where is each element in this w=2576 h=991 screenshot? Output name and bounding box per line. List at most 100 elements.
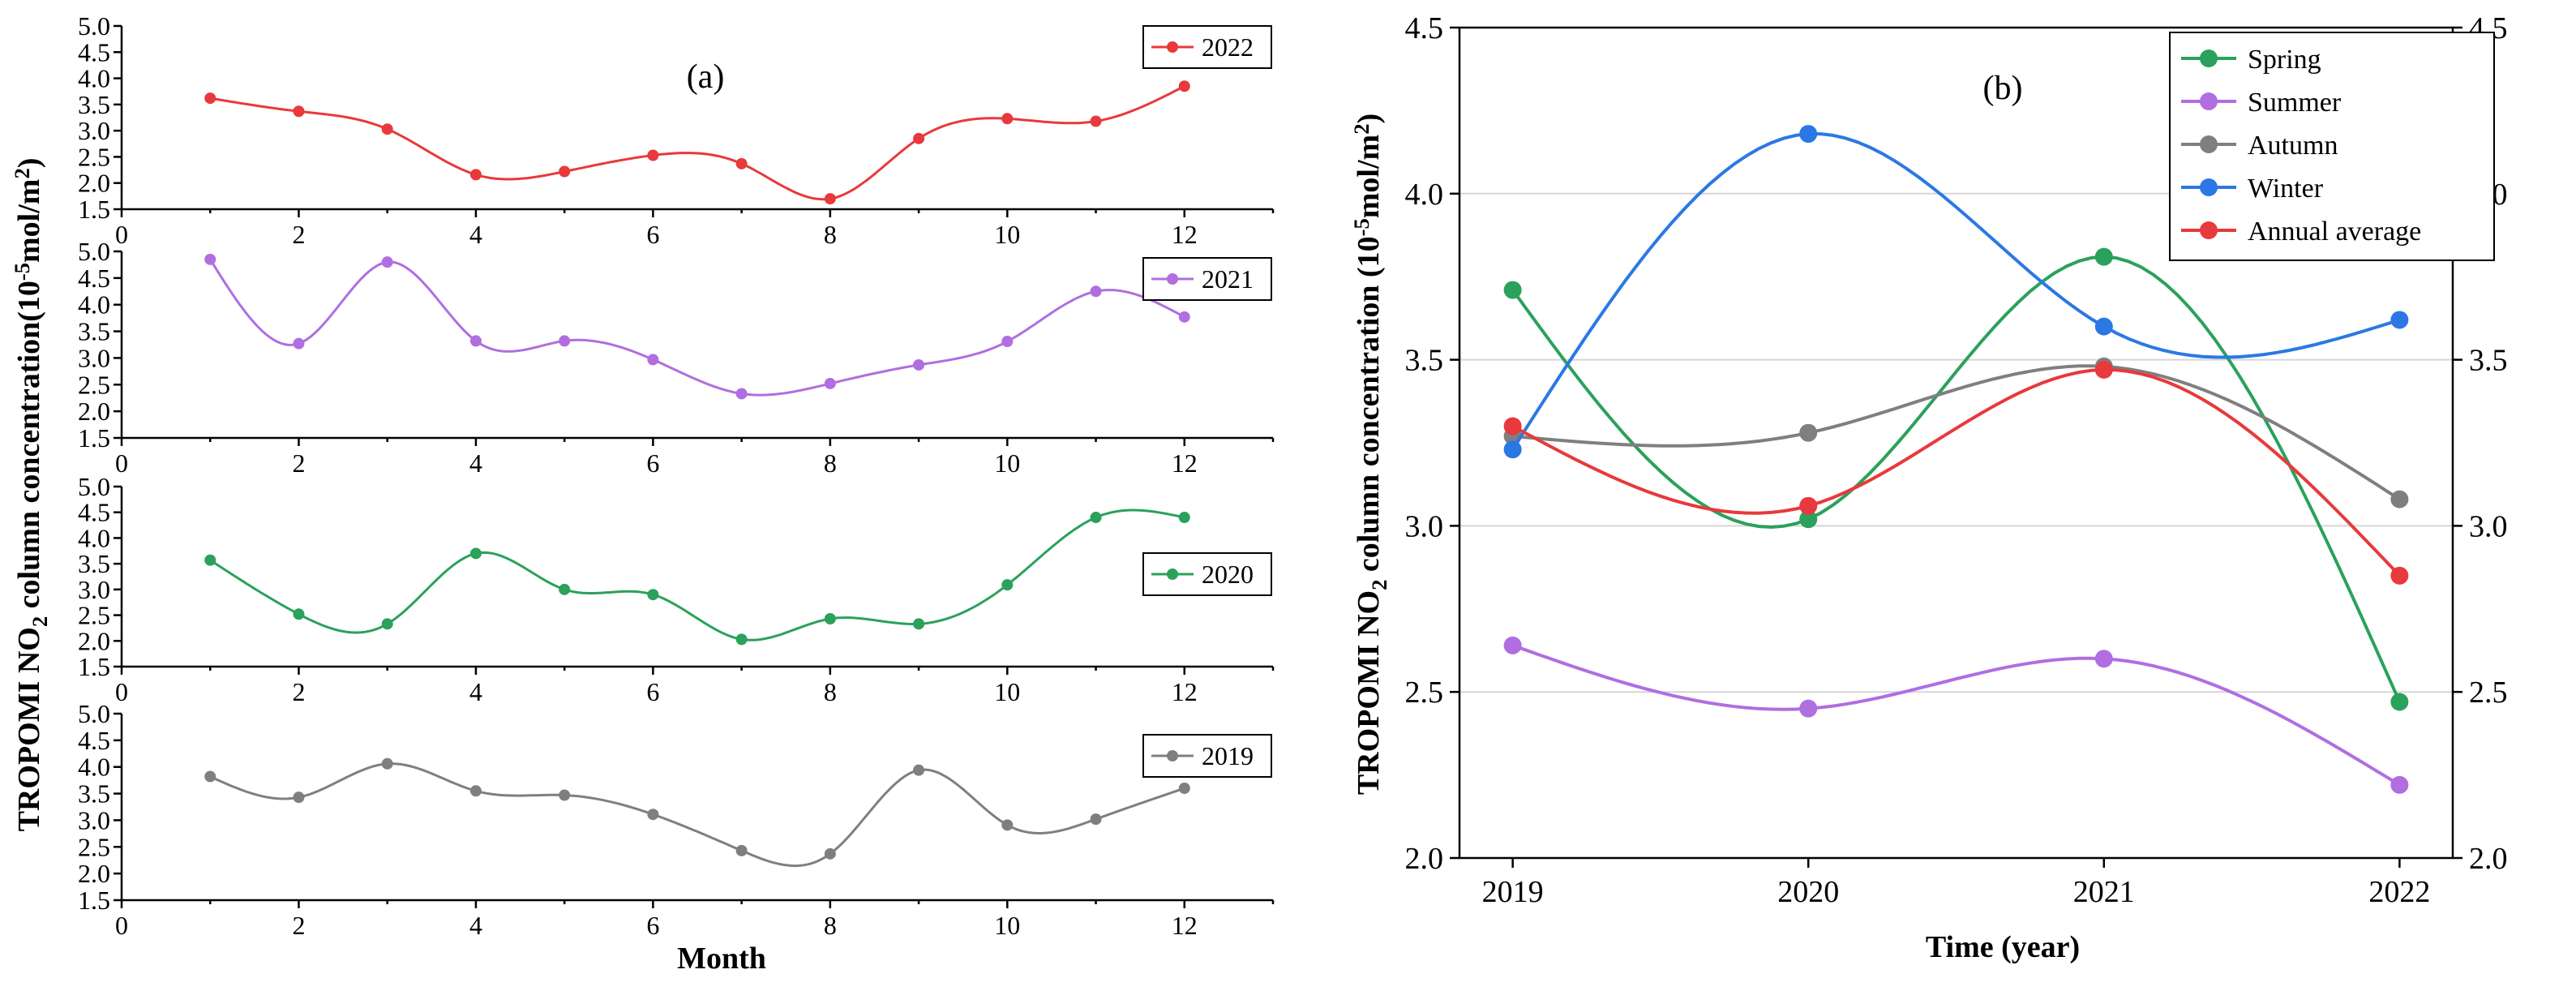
y-axis-title-a: TROPOMI NO2 column concentration(10-5mol…	[10, 158, 52, 832]
y-tick-label-right: 2.5	[2469, 676, 2508, 710]
y-axis-title-part: TROPOMI NO	[1352, 590, 1386, 795]
data-point	[469, 547, 482, 560]
data-point	[559, 335, 571, 347]
y-tick-label-right: 2.0	[2469, 842, 2508, 876]
data-point	[1178, 311, 1190, 323]
series-line-2022	[209, 84, 1185, 201]
y-tick-label: 4.0	[78, 64, 110, 93]
x-tick-label: 10	[994, 448, 1020, 478]
y-tick-label: 4.0	[78, 290, 110, 320]
legend-b: Spring Summer Autumn Winter Annual average	[2169, 32, 2495, 261]
x-tick-label: 10	[994, 911, 1020, 940]
legend-2019: 2019	[1142, 734, 1272, 778]
legend-label: Spring	[2248, 45, 2321, 75]
x-tick-label: 6	[646, 677, 659, 706]
y-tick-label: 5.0	[78, 11, 110, 41]
legend-2022: 2022	[1142, 25, 1272, 69]
y-tick-label: 5.0	[78, 237, 110, 266]
x-axis-title: Month	[677, 942, 766, 976]
y-tick-label: 2.0	[78, 397, 110, 426]
x-tick-label: 0	[115, 448, 128, 478]
data-point	[204, 92, 216, 105]
y-tick-label: 2.0	[78, 859, 110, 888]
y-tick-label: 2.5	[78, 832, 110, 861]
x-tick-label: 2021	[2073, 875, 2135, 909]
data-point	[559, 583, 571, 595]
legend-label: Annual average	[2248, 217, 2421, 247]
y-tick-label-left: 4.0	[1405, 178, 1444, 212]
data-point	[204, 253, 216, 265]
x-tick-label: 2019	[1482, 875, 1544, 909]
data-point	[1799, 125, 1818, 144]
y-tick-label-right: 3.5	[2469, 344, 2508, 378]
data-point	[1001, 819, 1014, 831]
x-tick-label: 12	[1172, 911, 1198, 940]
data-point	[293, 608, 305, 620]
legend-2020: 2020	[1142, 552, 1272, 596]
data-point	[2390, 693, 2409, 711]
legend-swatch-marker	[2200, 92, 2218, 110]
data-point	[1001, 579, 1014, 591]
data-point	[559, 165, 571, 178]
data-point	[824, 193, 836, 205]
x-tick-label: 8	[824, 448, 837, 478]
x-axis-title-b: Time (year)	[1926, 930, 2080, 964]
x-tick-label: 2022	[2368, 875, 2430, 909]
data-point	[381, 256, 393, 268]
legend-label: 2022	[1202, 32, 1254, 62]
series-line	[1512, 364, 2401, 501]
y-tick-label: 4.5	[78, 264, 110, 293]
data-point	[2390, 566, 2409, 585]
x-tick-label: 2	[292, 677, 305, 706]
data-point	[293, 105, 305, 118]
x-tick-label: 12	[1172, 677, 1198, 706]
y-tick-label: 4.0	[78, 753, 110, 782]
y-tick-label: 2.0	[78, 626, 110, 655]
y-tick-label: 3.0	[78, 575, 110, 604]
y-tick-label: 4.5	[78, 37, 110, 66]
y-tick-label: 1.5	[78, 886, 110, 915]
legend-label: Winter	[2248, 174, 2324, 204]
series-line-2021	[208, 259, 1185, 397]
series-line-2019	[209, 762, 1185, 868]
x-tick-label: 8	[824, 911, 837, 940]
data-point	[381, 757, 393, 770]
data-point	[1090, 285, 1102, 298]
legend-swatch-marker	[2200, 49, 2218, 67]
y-tick-label: 4.5	[78, 726, 110, 755]
data-point	[735, 388, 748, 400]
data-point	[735, 844, 748, 856]
x-tick-label: 4	[469, 677, 482, 706]
x-tick-label: 4	[469, 220, 482, 249]
data-point	[1178, 512, 1190, 524]
y-tick-label: 3.5	[78, 549, 110, 578]
x-tick-label: 6	[646, 220, 659, 249]
y-axis-title-part: TROPOMI NO	[12, 627, 46, 831]
data-point	[1503, 281, 1522, 299]
x-tick-label: 10	[994, 677, 1020, 706]
x-tick-label: 6	[646, 448, 659, 478]
legend-swatch-marker	[1167, 750, 1178, 761]
data-point	[469, 785, 482, 797]
y-tick-label: 3.5	[78, 90, 110, 119]
legend-swatch-marker	[2200, 221, 2218, 239]
data-point	[1799, 496, 1818, 515]
data-point	[735, 157, 748, 169]
series-line	[1511, 644, 2401, 787]
data-point	[559, 789, 571, 801]
x-tick-label: 10	[994, 220, 1020, 249]
series-line	[1511, 367, 2401, 577]
y-tick-label: 1.5	[78, 652, 110, 681]
x-tick-label: 12	[1172, 220, 1198, 249]
data-point	[2390, 775, 2409, 794]
data-point	[647, 589, 659, 601]
y-tick-label: 3.0	[78, 343, 110, 372]
y-tick-label-right: 3.0	[2469, 509, 2508, 543]
subplot-2019: 1.52.02.53.03.54.04.55.0 0 2 4 6 8 10 12 2019	[78, 699, 1275, 940]
y-axis-title-part: -5	[10, 263, 34, 281]
data-point	[2094, 650, 2113, 668]
x-tick-label: 8	[824, 677, 837, 706]
legend-swatch-marker	[1167, 41, 1178, 53]
legend-swatch-marker	[1167, 273, 1178, 285]
y-axis-title-part: column concentration (10	[1352, 236, 1386, 579]
